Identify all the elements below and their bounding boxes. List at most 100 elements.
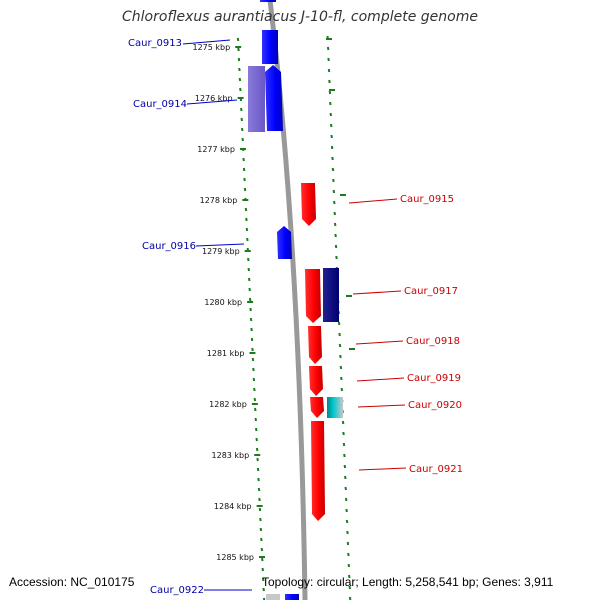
gene-block-caur-0922-gray[interactable] xyxy=(266,594,280,600)
gene-arrow-caur-0916[interactable] xyxy=(277,226,292,259)
leader-caur-0915 xyxy=(348,198,398,204)
inner-track-dot xyxy=(342,431,345,436)
gene-label-caur-0917[interactable]: Caur_0917 xyxy=(404,286,458,297)
scale-tick-label: 1283 kbp xyxy=(212,451,250,460)
inner-track-dot xyxy=(339,365,343,370)
outer-track-dot xyxy=(258,497,261,502)
outer-track-dot xyxy=(240,127,244,132)
scale-tick-label: 1281 kbp xyxy=(207,349,245,358)
outer-track-dot xyxy=(251,347,254,352)
outer-track-dot xyxy=(247,277,251,282)
inner-track-dot xyxy=(334,244,338,249)
gene-label-caur-0914[interactable]: Caur_0914 xyxy=(133,99,187,110)
inner-track-dot xyxy=(347,563,351,568)
outer-track-dot xyxy=(239,87,242,92)
inner-track-dot xyxy=(348,585,351,590)
gene-block-caur-0917-navy[interactable] xyxy=(323,268,339,322)
inner-track-dot xyxy=(333,222,337,227)
outer-track-dot xyxy=(256,467,260,472)
outer-track-dot xyxy=(237,57,241,62)
outer-track-dot xyxy=(245,227,249,232)
inner-track-dot xyxy=(327,68,331,73)
gene-label-caur-0922[interactable]: Caur_0922 xyxy=(150,585,204,596)
outer-track-dot xyxy=(240,107,243,112)
gene-label-caur-0918[interactable]: Caur_0918 xyxy=(406,336,460,347)
outer-track-dot xyxy=(244,207,248,212)
inner-track-dot xyxy=(328,79,331,84)
outer-track-dot xyxy=(249,307,252,312)
scale-tick-label: 1285 kbp xyxy=(216,553,254,562)
outer-track-dot xyxy=(249,317,253,322)
gene-label-caur-0921[interactable]: Caur_0921 xyxy=(409,464,463,475)
outer-track-dot xyxy=(250,337,254,342)
gene-arrow-caur-0917[interactable] xyxy=(305,269,321,323)
gene-labels: Caur_0913 Caur_0914 Caur_0915 Caur_0916 … xyxy=(128,38,463,596)
inner-track-dot xyxy=(332,178,335,183)
gene-block-caur-0913[interactable] xyxy=(262,30,278,64)
outer-track-dot xyxy=(260,547,264,552)
outer-track-dot xyxy=(236,37,240,42)
inner-track-dot xyxy=(343,453,346,458)
outer-track-dot xyxy=(252,367,255,372)
outer-track-dot xyxy=(254,407,257,412)
inner-track-dot xyxy=(340,387,344,392)
inner-track-dot xyxy=(327,57,330,62)
gene-arrow-caur-0920[interactable] xyxy=(310,397,324,418)
outer-track-dot xyxy=(241,137,244,142)
leader-caur-0917 xyxy=(352,290,402,295)
inner-track-dot xyxy=(344,486,347,491)
gene-block-caur-0914-purple[interactable] xyxy=(248,66,265,132)
inner-track-dot xyxy=(329,112,333,117)
gene-label-caur-0913[interactable]: Caur_0913 xyxy=(128,38,182,49)
scale-tick-label: 1277 kbp xyxy=(197,145,235,154)
gene-leader-lines xyxy=(182,39,407,591)
inner-track-dot xyxy=(331,167,335,172)
gene-label-caur-0919[interactable]: Caur_0919 xyxy=(407,373,461,384)
outer-track-dot xyxy=(257,477,260,482)
outer-track-dot xyxy=(254,427,258,432)
leader-caur-0916 xyxy=(195,243,245,247)
inner-track-dot xyxy=(345,519,349,524)
scale-tick-label: 1282 kbp xyxy=(209,400,247,409)
scale-tick-label: 1280 kbp xyxy=(204,298,242,307)
outer-track-dot xyxy=(242,157,245,162)
gene-block-caur-0922[interactable] xyxy=(285,594,299,600)
leader-caur-0920 xyxy=(357,404,406,408)
gene-arrow-caur-0918[interactable] xyxy=(308,326,322,364)
inner-track-dot xyxy=(348,574,351,579)
scale-ticks: 1275 kbp 1276 kbp 1277 kbp 1278 kbp 1279 kbp… xyxy=(192,43,265,562)
forward-strand-genes xyxy=(248,0,299,600)
inner-track-dot xyxy=(344,497,348,502)
gene-label-caur-0915[interactable]: Caur_0915 xyxy=(400,194,454,205)
inner-track-dot xyxy=(346,541,350,546)
gene-label-caur-0920[interactable]: Caur_0920 xyxy=(408,400,462,411)
inner-track-dot xyxy=(346,530,349,535)
inner-track-dot xyxy=(329,123,333,128)
gene-arrow-caur-0915[interactable] xyxy=(301,183,316,226)
outer-track-dot xyxy=(243,177,246,182)
inner-track-dot xyxy=(340,376,343,381)
outer-track-dot xyxy=(259,527,263,532)
inner-track-dot xyxy=(339,354,342,359)
gene-arrow-caur-0921[interactable] xyxy=(311,421,325,521)
gene-arrow-caur-0919[interactable] xyxy=(309,366,323,396)
outer-track-dot xyxy=(256,457,259,462)
outer-track-dot xyxy=(251,357,255,362)
outer-track-dot xyxy=(260,537,263,542)
outer-track-dot xyxy=(257,487,261,492)
gene-block-caur-0920-cyan[interactable] xyxy=(327,397,343,418)
inner-track-dot xyxy=(326,46,330,51)
gene-arrow-caur-0914[interactable] xyxy=(265,65,283,131)
outer-track-dot xyxy=(258,507,262,512)
scale-tick-label: 1284 kbp xyxy=(214,502,252,511)
inner-track-dot xyxy=(345,508,348,513)
reverse-strand-genes xyxy=(301,183,343,521)
inner-track-dot xyxy=(347,552,350,557)
gene-arrow-caur-0913[interactable] xyxy=(260,0,276,2)
gene-label-caur-0916[interactable]: Caur_0916 xyxy=(142,241,196,252)
inner-track-dot xyxy=(337,321,341,326)
outer-track-dot xyxy=(248,287,251,292)
inner-track-dot xyxy=(335,255,338,260)
outer-track-dot xyxy=(243,187,247,192)
